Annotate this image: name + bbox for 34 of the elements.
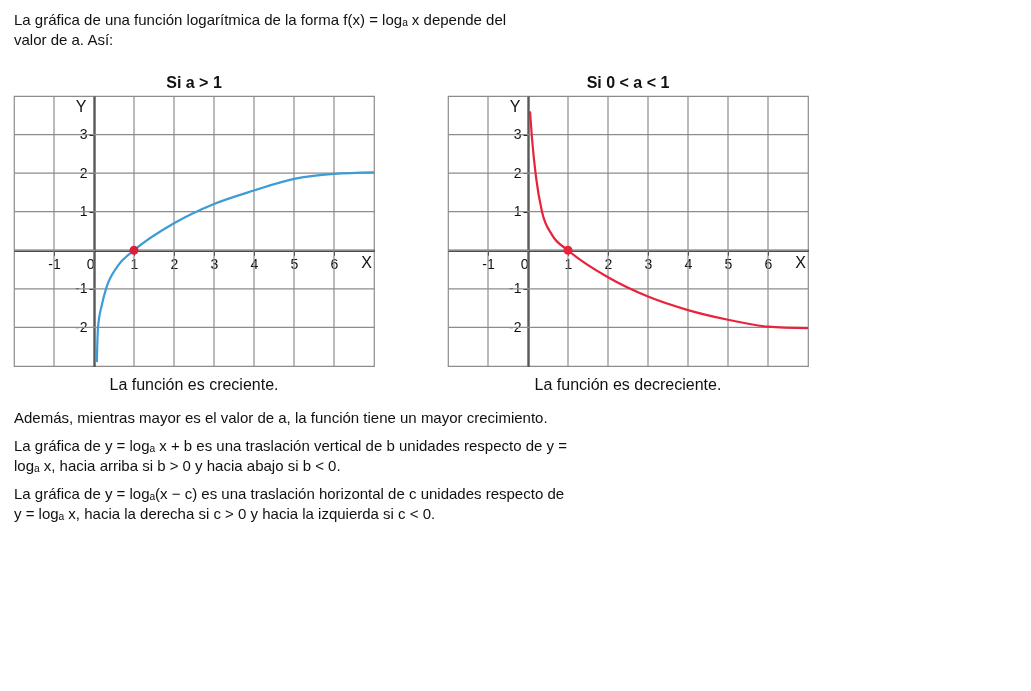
- x-axis-title: X: [795, 253, 807, 271]
- line-series: [95, 171, 376, 364]
- text: La gráfica de una función logarítmica de la forma f(x) = logₐ x depende del valor de a. Así:: [14, 11, 507, 48]
- x-tick-label: 1: [130, 255, 139, 272]
- x-tick-label: 3: [644, 255, 653, 272]
- x-tick-label: 0: [86, 255, 95, 272]
- y-tick-label: -1: [509, 280, 522, 297]
- y-tick-label: 2: [79, 164, 88, 181]
- text: La función es creciente.: [109, 376, 279, 393]
- x-tick-label: -1: [48, 255, 61, 272]
- x-tick-label: 2: [604, 255, 613, 272]
- x-tick-label: 4: [250, 255, 259, 272]
- text: La función es decreciente.: [534, 376, 722, 393]
- text: Además, mientras mayor es el valor de a, la función tiene un mayor crecimiento.: [14, 409, 548, 426]
- x-tick-label: 6: [764, 255, 773, 272]
- y-axis-title: Y: [509, 97, 521, 115]
- text: La gráfica de y = logₐ(x − c) es una traslación horizontal de c unidades respecto de y = logₐ x, hacia la derecha si c > 0 y hacia la izquierda si c < 0.: [14, 485, 565, 522]
- x-tick-label: 0: [520, 255, 529, 272]
- chart-title: Si a > 1: [166, 74, 222, 92]
- y-axis-title: Y: [75, 97, 87, 115]
- x-tick-label: 2: [170, 255, 179, 272]
- x-tick-label: 5: [724, 255, 733, 272]
- text: La gráfica de y = logₐ x + b es una traslación vertical de b unidades respecto de y = logₐ x, hacia arriba si b > 0 y hacia abajo si b < 0.: [14, 437, 568, 474]
- x-tick-label: 3: [210, 255, 219, 272]
- y-tick-label: -1: [75, 280, 88, 297]
- y-tick-label: 2: [513, 164, 522, 181]
- x-tick-label: -1: [482, 255, 495, 272]
- x-tick-label: 4: [684, 255, 693, 272]
- line-series: [528, 110, 810, 330]
- x-tick-label: 1: [564, 255, 573, 272]
- x-axis-title: X: [361, 253, 373, 271]
- x-tick-label: 5: [290, 255, 299, 272]
- x-tick-label: 6: [330, 255, 339, 272]
- chart-title: Si 0 < a < 1: [586, 74, 670, 92]
